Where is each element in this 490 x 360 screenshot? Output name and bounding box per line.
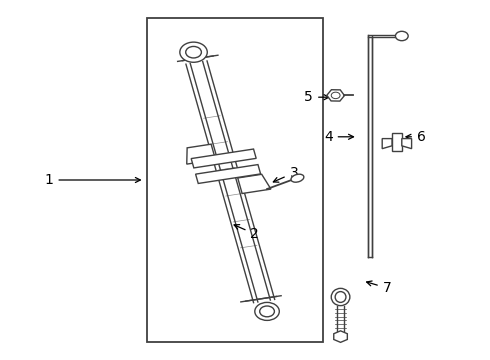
Ellipse shape xyxy=(291,174,304,182)
Text: 1: 1 xyxy=(45,173,140,187)
Polygon shape xyxy=(238,174,271,194)
Text: 5: 5 xyxy=(304,90,329,104)
Bar xyxy=(392,133,402,151)
Polygon shape xyxy=(382,139,392,149)
Text: 4: 4 xyxy=(324,130,353,144)
Bar xyxy=(147,18,323,342)
Polygon shape xyxy=(402,139,412,149)
Text: 2: 2 xyxy=(234,225,259,241)
Circle shape xyxy=(255,302,279,320)
Text: 3: 3 xyxy=(273,166,298,182)
Ellipse shape xyxy=(335,292,346,302)
Ellipse shape xyxy=(331,288,350,306)
Circle shape xyxy=(180,42,207,62)
Circle shape xyxy=(395,31,408,41)
Polygon shape xyxy=(196,165,261,184)
Polygon shape xyxy=(191,149,256,168)
Circle shape xyxy=(186,46,201,58)
Circle shape xyxy=(331,92,340,99)
Polygon shape xyxy=(187,144,216,164)
Text: 7: 7 xyxy=(367,281,392,295)
Circle shape xyxy=(260,306,274,317)
Text: 6: 6 xyxy=(406,130,426,144)
